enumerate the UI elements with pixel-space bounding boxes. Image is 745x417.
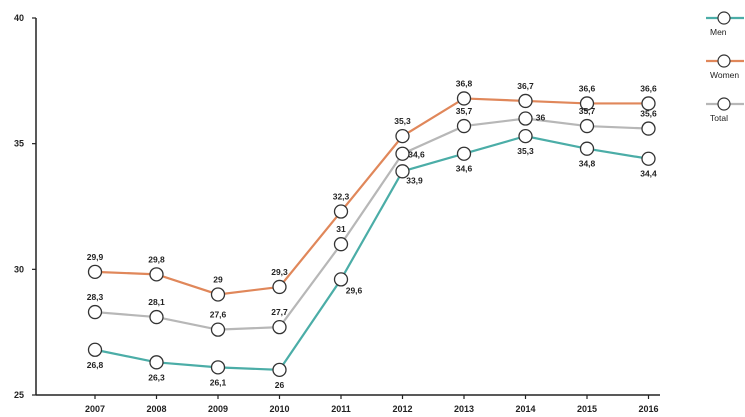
x-tick-label: 2013 <box>454 404 474 414</box>
y-tick-label: 25 <box>14 390 24 400</box>
x-tick-label: 2012 <box>392 404 412 414</box>
data-point-women <box>333 204 349 219</box>
data-label-men: 34,6 <box>456 164 473 174</box>
data-point-men <box>641 151 656 166</box>
y-tick-label: 30 <box>14 264 24 274</box>
data-point-women <box>579 96 595 111</box>
data-point-men <box>272 362 287 378</box>
x-tick-label: 2015 <box>577 404 597 414</box>
data-label-women: 35,3 <box>394 116 411 126</box>
data-label-men: 26,3 <box>148 372 165 382</box>
data-point-men <box>456 146 472 161</box>
data-point-men <box>210 360 226 375</box>
data-label-men: 26 <box>275 380 285 390</box>
series-lines <box>87 91 656 378</box>
x-tick-label: 2008 <box>146 404 166 414</box>
legend-marker-women <box>717 54 731 68</box>
data-point-women <box>87 264 103 279</box>
data-label-women: 36,6 <box>640 83 657 93</box>
data-label-women: 29,3 <box>271 267 288 277</box>
x-tick-label: 2014 <box>515 404 535 414</box>
data-point-women <box>272 279 287 295</box>
data-label-men: 34,8 <box>579 159 596 169</box>
data-label-total: 34,6 <box>408 150 425 160</box>
data-label-total: 28,3 <box>87 292 104 302</box>
x-tick-label: 2011 <box>331 404 351 414</box>
data-label-total: 35,7 <box>456 106 473 116</box>
data-point-women <box>456 91 472 106</box>
data-point-total <box>518 111 533 126</box>
data-label-men: 35,3 <box>517 146 534 156</box>
data-label-men: 33,9 <box>406 175 423 185</box>
legend-marker-total <box>717 97 731 111</box>
y-tick-label: 40 <box>14 13 24 23</box>
series-line-women <box>94 97 649 296</box>
data-label-total: 27,7 <box>271 307 288 317</box>
data-point-women <box>641 96 656 111</box>
data-point-women <box>518 93 533 109</box>
data-label-women: 32,3 <box>333 192 350 202</box>
data-point-total <box>395 146 410 161</box>
x-tick-label: 2016 <box>638 404 658 414</box>
data-point-total <box>272 319 287 335</box>
data-label-women: 29,9 <box>87 252 104 262</box>
data-point-men <box>333 272 349 287</box>
data-point-women <box>149 267 164 282</box>
data-point-total <box>149 309 164 325</box>
data-point-total <box>579 118 595 134</box>
data-label-total: 35,7 <box>579 106 596 116</box>
data-label-men: 26,1 <box>210 377 227 387</box>
data-label-total: 28,1 <box>148 297 165 307</box>
legend: Men Women Total <box>706 11 744 123</box>
data-label-women: 29 <box>213 274 223 284</box>
series-line-men <box>94 134 649 371</box>
data-point-total <box>87 304 103 320</box>
data-point-women <box>210 287 226 302</box>
data-point-men <box>518 128 533 144</box>
x-tick-label: 2009 <box>208 404 228 414</box>
data-point-total <box>641 121 656 136</box>
x-tick-label: 2010 <box>269 404 289 414</box>
data-label-women: 36,6 <box>579 83 596 93</box>
legend-label-women: Women <box>710 70 739 80</box>
series-line-total <box>94 117 649 331</box>
legend-marker-men <box>717 11 731 25</box>
legend-label-men: Men <box>710 27 727 37</box>
data-label-men: 34,4 <box>640 169 657 179</box>
data-point-men <box>579 141 595 156</box>
data-point-men <box>395 164 410 179</box>
data-label-women: 36,8 <box>456 78 473 88</box>
chart-axes: 25 30 35 40 2007 2008 2009 2010 2011 2012 2013 2014… <box>14 13 660 414</box>
data-label-women: 29,8 <box>148 254 165 264</box>
data-point-women <box>395 128 410 144</box>
data-point-total <box>210 322 226 337</box>
y-tick-label: 35 <box>14 139 24 149</box>
data-point-men <box>149 355 164 370</box>
data-point-total <box>456 118 472 134</box>
data-label-men: 29,6 <box>346 285 363 295</box>
x-tick-label: 2007 <box>85 404 105 414</box>
legend-label-total: Total <box>710 113 728 123</box>
data-label-total: 31 <box>336 224 346 234</box>
data-label-women: 36,7 <box>517 81 534 91</box>
data-label-total: 27,6 <box>210 310 227 320</box>
data-point-total <box>333 237 349 252</box>
data-point-men <box>87 342 103 357</box>
data-label-total: 35,6 <box>640 109 657 119</box>
data-label-total: 36 <box>536 113 546 123</box>
data-labels: 28,3 28,1 27,6 27,7 31 34,6 35,7 36 35,7 35,6 29,9… <box>87 78 657 389</box>
data-label-men: 26,8 <box>87 360 104 370</box>
